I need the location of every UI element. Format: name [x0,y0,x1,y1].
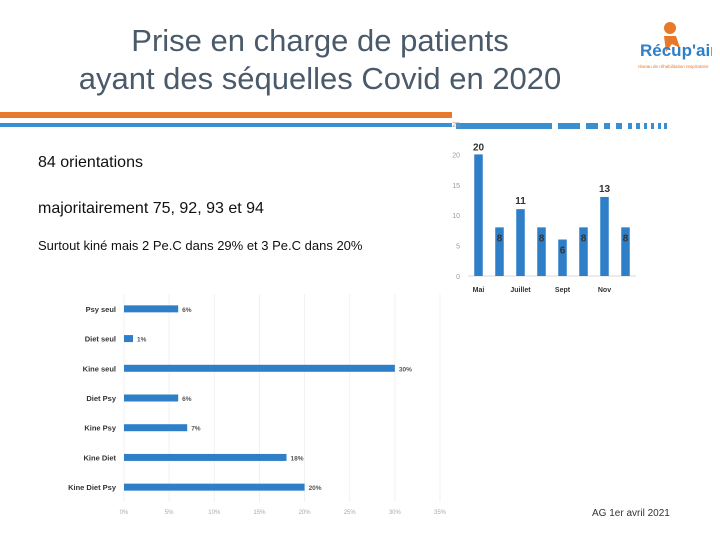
bar-month-0 [474,154,483,276]
slide-title: Prise en charge de patients ayant des sé… [40,22,600,98]
bar-value-label: 13 [599,184,611,195]
logo-figure-body-icon [664,36,680,52]
title-line-1: Prise en charge de patients [131,23,509,58]
bar-value-label: 8 [539,233,545,244]
category-label: Kine Diet [83,453,116,462]
bullet-departments: majoritairement 75, 92, 93 et 94 [38,200,264,217]
x-tick-label: 25% [344,510,357,516]
bar-month-1 [495,227,504,276]
y-tick-label: 20 [452,152,460,159]
y-tick-label: 10 [452,213,460,220]
category-label: Diet Psy [86,394,116,403]
header-rule-orange [0,112,452,118]
header-rule-blue [0,123,452,127]
x-category-label: Nov [598,287,611,294]
bar-month-2 [516,209,525,276]
x-category-label: Juillet [510,287,531,294]
x-tick-label: 20% [299,510,312,516]
care-type-bar-chart: 0% 5% 10% 15% 20% 25% 30% 35% Psy seul 6% Diet seu… [68,294,447,516]
bar-value-label: 8 [581,233,587,244]
bar-value-label: 30% [399,366,412,373]
x-category-label: Mai [473,287,485,294]
footer-date: AG 1er avril 2021 [592,508,670,519]
bar-value-label: 6% [182,396,192,403]
header-rule-blue-dashed [456,123,667,129]
bar-value-label: 6 [560,246,566,257]
recupair-logo: Récup'air réseau de réhabilitation respi… [638,22,712,69]
bar-care-type-0 [124,305,179,313]
bar-care-type-2 [124,364,395,372]
category-label: Diet seul [85,335,116,344]
bar-value-label: 8 [623,233,629,244]
bar-value-label: 6% [182,307,192,314]
title-line-2: ayant des séquelles Covid en 2020 [78,61,562,96]
bar-care-type-4 [124,424,188,432]
bar-value-label: 8 [497,233,503,244]
y-tick-label: 5 [456,244,460,251]
logo-figure-head-icon [664,22,676,34]
x-tick-label: 35% [434,510,447,516]
y-tick-label: 25 [452,122,460,129]
bullet-care-types: Surtout kiné mais 2 Pe.C dans 29% et 3 P… [38,238,363,253]
bar-care-type-6 [124,483,305,491]
bar-value-label: 7% [191,426,201,433]
bar-value-label: 20 [473,142,485,153]
bar-month-7 [621,227,630,276]
bar-value-label: 18% [291,455,304,462]
logo-tagline-text: réseau de réhabilitation respiratoire [638,64,709,69]
bar-value-label: 11 [515,196,526,207]
logo-brand-text: Récup'air [640,41,712,60]
monthly-orientations-bar-chart: 0 5 10 15 20 25 20 Mai 8 11 Juillet 8 6 Sept 8 13 Nov 8 [452,122,636,294]
bar-care-type-5 [124,453,287,461]
bar-month-4 [558,239,567,276]
x-tick-label: 15% [253,510,266,516]
bar-care-type-3 [124,394,179,402]
category-label: Kine Diet Psy [68,483,117,492]
bar-value-label: 1% [137,337,147,344]
x-category-label: Sept [555,287,571,294]
x-tick-label: 0% [120,510,129,516]
category-label: Kine Psy [84,424,117,433]
x-tick-label: 5% [165,510,174,516]
y-tick-label: 15 [452,183,460,190]
bullet-orientations: 84 orientations [38,154,143,171]
bar-value-label: 20% [309,485,322,492]
bar-care-type-1 [124,335,134,343]
x-tick-label: 30% [389,510,402,516]
category-label: Kine seul [83,364,116,373]
category-label: Psy seul [86,305,116,314]
x-tick-label: 10% [208,510,221,516]
bar-month-3 [537,227,546,276]
bar-month-5 [579,227,588,276]
y-tick-label: 0 [456,274,460,281]
bar-month-6 [600,196,609,276]
